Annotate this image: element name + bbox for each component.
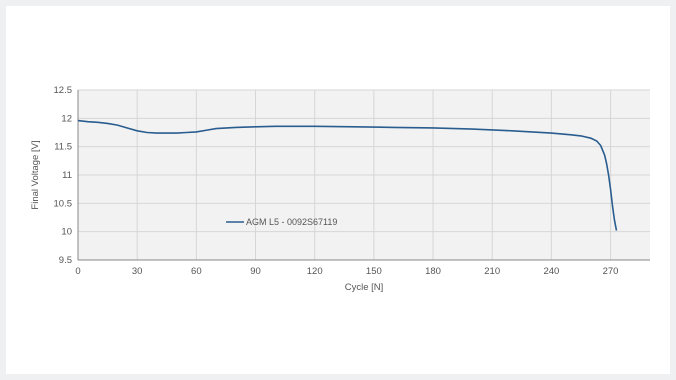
- y-tick-label: 12.5: [54, 85, 73, 96]
- x-tick-label: 180: [425, 266, 441, 277]
- x-axis-title: Cycle [N]: [345, 282, 384, 293]
- x-axis: 0 30 60 90 120 150 180 210 240 270: [75, 266, 618, 277]
- x-tick-label: 150: [366, 266, 382, 277]
- y-axis: 9.5 10 10.5 11 11.5 12 12.5: [54, 85, 73, 266]
- x-tick-label: 30: [132, 266, 143, 277]
- x-tick-label: 60: [191, 266, 202, 277]
- x-tick-label: 120: [307, 266, 323, 277]
- series-line: [77, 119, 618, 231]
- legend-label: AGM L5 - 0092S67119: [246, 217, 337, 227]
- x-tick-label: 90: [250, 266, 261, 277]
- y-tick-label: 10.5: [54, 198, 73, 209]
- y-tick-label: 10: [61, 227, 72, 238]
- y-tick-label: 11: [62, 170, 72, 181]
- x-tick-label: 240: [543, 266, 559, 277]
- x-tick-label: 270: [603, 266, 619, 277]
- y-axis-title: Final Voltage [V]: [30, 140, 41, 209]
- x-tick-label: 0: [75, 266, 80, 277]
- x-tick-label: 210: [484, 266, 500, 277]
- chart-card: 9.5 10 10.5 11 11.5 12 12.5 0 30 60 90 120 150 180 21…: [6, 6, 670, 374]
- y-tick-label: 11.5: [54, 142, 72, 153]
- y-tick-label: 12: [61, 113, 72, 124]
- legend: AGM L5 - 0092S67119: [226, 217, 337, 227]
- line-chart: 9.5 10 10.5 11 11.5 12 12.5 0 30 60 90 120 150 180 21…: [30, 85, 650, 293]
- y-tick-label: 9.5: [59, 255, 72, 266]
